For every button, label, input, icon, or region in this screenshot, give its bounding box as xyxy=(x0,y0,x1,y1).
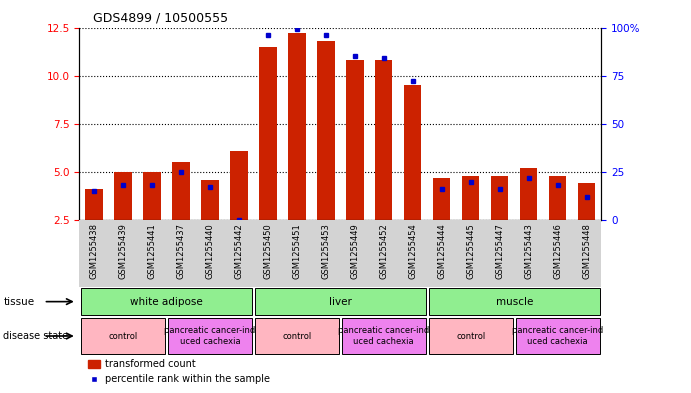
Text: control: control xyxy=(108,332,138,340)
Bar xyxy=(578,184,596,220)
Text: disease state: disease state xyxy=(3,331,68,341)
Text: pancreatic cancer-ind
uced cachexia: pancreatic cancer-ind uced cachexia xyxy=(164,326,256,346)
Bar xyxy=(143,172,160,220)
Text: GSM1255446: GSM1255446 xyxy=(553,223,562,279)
FancyBboxPatch shape xyxy=(342,318,426,354)
Text: GSM1255438: GSM1255438 xyxy=(89,223,98,279)
Text: liver: liver xyxy=(329,297,352,307)
Text: GSM1255439: GSM1255439 xyxy=(118,223,127,279)
Text: muscle: muscle xyxy=(495,297,533,307)
Legend: transformed count, percentile rank within the sample: transformed count, percentile rank withi… xyxy=(84,356,274,388)
Text: GSM1255442: GSM1255442 xyxy=(234,223,243,279)
Text: tissue: tissue xyxy=(3,297,35,307)
Bar xyxy=(114,172,131,220)
Bar xyxy=(462,176,480,220)
Text: GSM1255453: GSM1255453 xyxy=(321,223,330,279)
Text: GSM1255450: GSM1255450 xyxy=(263,223,272,279)
Text: GSM1255447: GSM1255447 xyxy=(495,223,504,279)
Text: GSM1255449: GSM1255449 xyxy=(350,223,359,279)
FancyBboxPatch shape xyxy=(81,288,252,315)
Bar xyxy=(201,180,218,220)
Text: GSM1255443: GSM1255443 xyxy=(524,223,533,279)
Text: white adipose: white adipose xyxy=(130,297,202,307)
Text: control: control xyxy=(456,332,485,340)
Text: pancreatic cancer-ind
uced cachexia: pancreatic cancer-ind uced cachexia xyxy=(338,326,429,346)
Text: GSM1255451: GSM1255451 xyxy=(292,223,301,279)
Text: GSM1255437: GSM1255437 xyxy=(176,223,185,279)
Bar xyxy=(259,47,276,220)
Text: GSM1255444: GSM1255444 xyxy=(437,223,446,279)
FancyBboxPatch shape xyxy=(168,318,252,354)
Text: GSM1255452: GSM1255452 xyxy=(379,223,388,279)
Bar xyxy=(520,168,538,220)
Text: GSM1255440: GSM1255440 xyxy=(205,223,214,279)
FancyBboxPatch shape xyxy=(255,318,339,354)
FancyBboxPatch shape xyxy=(428,318,513,354)
Text: GSM1255448: GSM1255448 xyxy=(583,223,591,279)
Bar xyxy=(172,162,189,220)
Text: GDS4899 / 10500555: GDS4899 / 10500555 xyxy=(93,12,229,25)
Bar xyxy=(549,176,567,220)
Bar xyxy=(491,176,509,220)
Text: control: control xyxy=(282,332,312,340)
FancyBboxPatch shape xyxy=(515,318,600,354)
Bar xyxy=(230,151,247,220)
Bar xyxy=(375,60,392,220)
FancyBboxPatch shape xyxy=(255,288,426,315)
FancyBboxPatch shape xyxy=(428,288,600,315)
Text: pancreatic cancer-ind
uced cachexia: pancreatic cancer-ind uced cachexia xyxy=(512,326,603,346)
Bar xyxy=(317,41,334,220)
Text: GSM1255445: GSM1255445 xyxy=(466,223,475,279)
Bar xyxy=(433,178,451,220)
Text: GSM1255454: GSM1255454 xyxy=(408,223,417,279)
Bar xyxy=(288,33,305,220)
FancyBboxPatch shape xyxy=(81,318,165,354)
Bar xyxy=(404,85,422,220)
Bar xyxy=(346,60,363,220)
Bar xyxy=(85,189,103,220)
Text: GSM1255441: GSM1255441 xyxy=(147,223,156,279)
